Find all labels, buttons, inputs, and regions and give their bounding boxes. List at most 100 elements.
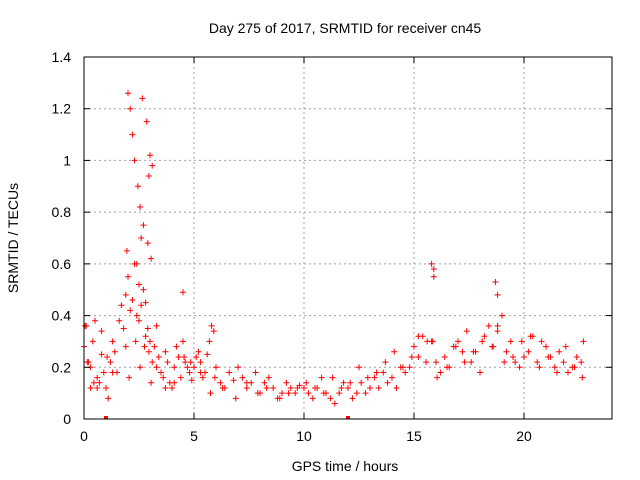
data-point xyxy=(554,369,560,376)
data-point xyxy=(151,343,158,350)
y-tick-label: 0.8 xyxy=(52,204,72,220)
data-point xyxy=(104,353,111,360)
data-point xyxy=(164,359,171,366)
data-point xyxy=(153,364,160,371)
data-point xyxy=(565,369,571,376)
data-point xyxy=(573,353,580,360)
data-point xyxy=(303,379,310,386)
data-point xyxy=(213,364,219,371)
data-point xyxy=(132,338,139,345)
data-point xyxy=(145,172,152,179)
data-point xyxy=(92,317,98,324)
data-point xyxy=(94,384,101,391)
data-point xyxy=(485,322,492,329)
data-point xyxy=(538,338,545,345)
data-point xyxy=(191,364,197,371)
data-point xyxy=(579,374,586,381)
data-point xyxy=(149,359,156,366)
data-point xyxy=(126,374,133,381)
data-point xyxy=(430,266,437,273)
data-point xyxy=(180,289,186,296)
data-point xyxy=(193,353,200,360)
data-point xyxy=(329,374,336,381)
data-point xyxy=(287,384,294,391)
y-axis-title: SRMTID / TECUs xyxy=(5,183,21,293)
data-point xyxy=(494,328,501,335)
data-point xyxy=(140,222,147,229)
data-point xyxy=(120,325,127,332)
data-point xyxy=(116,317,123,324)
data-point xyxy=(349,395,356,402)
data-point xyxy=(481,333,488,340)
data-point xyxy=(169,384,175,391)
data-point xyxy=(283,379,290,386)
data-point xyxy=(512,359,519,366)
data-point xyxy=(430,273,437,280)
data-point xyxy=(137,203,144,210)
y-tick-label: 1.4 xyxy=(52,49,72,65)
data-point xyxy=(137,364,144,371)
data-point xyxy=(309,395,316,402)
data-point xyxy=(468,359,475,366)
data-point xyxy=(423,359,430,366)
data-point xyxy=(148,379,155,386)
data-point xyxy=(143,118,150,125)
data-point xyxy=(187,359,194,366)
data-point xyxy=(340,379,347,386)
data-point xyxy=(356,364,362,371)
data-point xyxy=(411,343,417,350)
data-point xyxy=(195,348,202,355)
data-point xyxy=(125,90,131,97)
data-point xyxy=(265,374,272,381)
data-point xyxy=(444,364,450,371)
data-point xyxy=(138,302,145,309)
data-point xyxy=(142,333,149,340)
x-tick-label: 15 xyxy=(406,428,422,444)
data-point xyxy=(353,390,360,397)
data-point xyxy=(463,328,470,335)
data-point xyxy=(107,359,114,366)
data-point xyxy=(380,369,387,376)
data-point xyxy=(507,338,514,345)
data-point xyxy=(127,105,134,112)
data-point xyxy=(580,338,587,345)
data-point xyxy=(384,379,391,386)
y-tick-label: 0.4 xyxy=(52,308,72,324)
data-point xyxy=(429,338,436,345)
y-tick-label: 1 xyxy=(63,152,71,168)
data-point xyxy=(131,157,138,164)
data-point xyxy=(207,390,214,397)
data-point xyxy=(415,333,422,340)
x-tick-label: 5 xyxy=(190,428,198,444)
data-point xyxy=(578,359,585,366)
data-point xyxy=(186,369,193,376)
data-point xyxy=(434,374,441,381)
data-point xyxy=(199,374,206,381)
data-point xyxy=(320,390,327,397)
data-point xyxy=(501,359,508,366)
axis-ticks: 0 5 10 15 20 0 0.2 0.4 0.6 0.8 1 1.2 1.4 xyxy=(52,49,612,444)
data-point xyxy=(254,390,261,397)
data-point xyxy=(489,343,496,350)
data-point xyxy=(375,384,382,391)
data-point xyxy=(219,384,226,391)
data-point xyxy=(210,328,217,335)
data-point xyxy=(279,390,285,397)
data-point xyxy=(136,317,142,324)
data-point xyxy=(285,390,292,397)
data-point xyxy=(173,343,180,350)
data-point xyxy=(441,353,448,360)
data-point xyxy=(415,353,422,360)
data-point xyxy=(406,364,413,371)
data-point xyxy=(536,364,543,371)
data-point xyxy=(204,351,211,358)
data-point xyxy=(477,369,483,376)
x-tick-label: 0 xyxy=(80,428,88,444)
data-point xyxy=(109,369,116,376)
data-point xyxy=(400,364,406,371)
data-point xyxy=(571,364,578,371)
data-point xyxy=(551,364,558,371)
data-point xyxy=(543,343,549,350)
data-point xyxy=(494,322,501,329)
data-point xyxy=(364,374,371,381)
